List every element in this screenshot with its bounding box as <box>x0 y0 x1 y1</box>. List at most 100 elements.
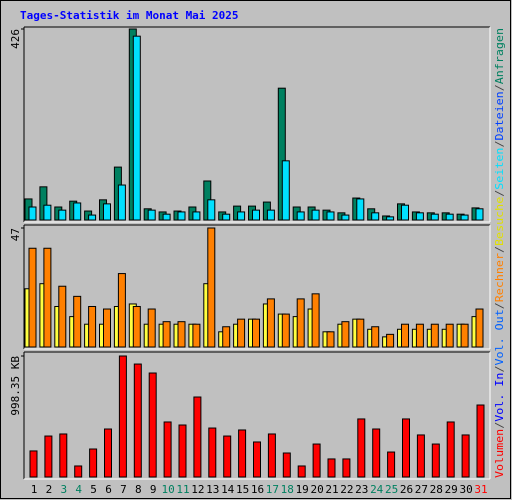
bar <box>415 323 424 348</box>
bar <box>208 427 217 478</box>
x-tick-label: 14 <box>221 483 235 496</box>
bar <box>356 318 365 348</box>
bar <box>222 326 231 348</box>
bar <box>88 214 97 221</box>
x-tick-label: 1 <box>31 483 38 496</box>
bar <box>162 321 171 348</box>
bar <box>177 211 186 221</box>
bar <box>281 313 290 348</box>
bar <box>311 209 320 221</box>
legend-entry: Vol. In <box>493 373 506 422</box>
x-tick-label: 16 <box>251 483 264 496</box>
x-tick-label: 6 <box>105 483 112 496</box>
legend-entry: Seiten <box>493 148 506 190</box>
bar <box>296 298 305 348</box>
x-tick-label: 18 <box>281 483 294 496</box>
bar <box>237 211 246 221</box>
bar <box>88 305 97 348</box>
x-tick-label: 17 <box>266 483 279 496</box>
bar <box>132 305 141 348</box>
bar <box>387 451 396 478</box>
bar <box>223 435 232 478</box>
bar <box>386 333 395 348</box>
legend-separator: / <box>493 422 506 429</box>
bar <box>147 308 156 348</box>
legend-entry: Besuche <box>493 197 506 246</box>
bar <box>475 208 484 221</box>
bar <box>431 443 440 478</box>
bar <box>401 204 409 221</box>
bar <box>401 323 409 348</box>
bar <box>416 434 425 478</box>
bar <box>28 206 37 221</box>
legend-entry: Anfragen <box>493 28 506 84</box>
y-tick-label: 426 <box>9 29 22 49</box>
bar <box>267 433 276 478</box>
x-tick-label: 8 <box>135 483 142 496</box>
x-tick-label: 25 <box>385 483 398 496</box>
x-tick-label: 28 <box>430 483 443 496</box>
bar <box>222 213 231 221</box>
legend-separator: / <box>493 302 506 309</box>
legend-entry: Volumen <box>493 429 506 478</box>
bar <box>311 293 320 348</box>
bar <box>252 209 260 221</box>
legend-entry: Dateien <box>493 91 506 140</box>
legend-separator: / <box>493 366 506 373</box>
bar <box>386 216 395 221</box>
bar <box>415 212 424 221</box>
x-tick-label: 10 <box>161 483 174 496</box>
x-tick-label: 27 <box>415 483 428 496</box>
legend-separator: / <box>493 140 506 147</box>
x-tick-label: 7 <box>120 483 127 496</box>
x-tick-label: 29 <box>445 483 458 496</box>
bar <box>253 441 261 478</box>
bar <box>207 227 216 348</box>
bar <box>460 214 469 221</box>
bar <box>28 247 37 348</box>
bar <box>326 331 335 348</box>
bar <box>238 429 247 478</box>
bar <box>357 418 366 478</box>
bar <box>461 434 470 478</box>
x-tick-label: 4 <box>75 483 82 496</box>
bar <box>118 355 127 478</box>
bar <box>44 435 53 478</box>
bar <box>297 465 306 478</box>
bar <box>74 465 83 478</box>
bar <box>445 323 454 348</box>
x-tick-label: 24 <box>370 483 384 496</box>
bar <box>147 209 156 221</box>
bar <box>89 448 98 478</box>
bar <box>103 203 111 221</box>
bar <box>326 211 335 221</box>
bar <box>193 396 202 478</box>
bar <box>430 213 439 221</box>
bar <box>460 323 469 348</box>
bar <box>371 212 380 221</box>
bar <box>177 321 186 348</box>
bar <box>117 184 126 221</box>
bar <box>103 308 111 348</box>
bar <box>117 273 126 348</box>
bar <box>163 421 172 478</box>
x-tick-label: 20 <box>310 483 323 496</box>
legend-separator: / <box>493 190 506 197</box>
x-tick-label: 5 <box>90 483 97 496</box>
chart-title: Tages-Statistik im Monat Mai 2025 <box>20 9 239 22</box>
bar <box>192 211 201 221</box>
bar <box>29 450 38 478</box>
legend-separator: / <box>493 246 506 253</box>
bar <box>312 443 321 478</box>
bar <box>162 213 171 221</box>
bar <box>73 295 82 348</box>
x-tick-label: 12 <box>191 483 204 496</box>
x-tick-label: 31 <box>474 483 487 496</box>
bar <box>341 321 350 348</box>
bar <box>192 323 201 348</box>
bar <box>445 213 454 221</box>
bar <box>296 211 305 221</box>
bar <box>59 433 68 478</box>
x-tick-label: 30 <box>459 483 472 496</box>
